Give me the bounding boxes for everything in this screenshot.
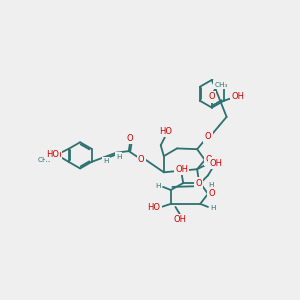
Text: CH₃: CH₃ [214,82,228,88]
Text: HO: HO [46,151,59,160]
Text: H: H [103,158,109,164]
Text: O: O [127,134,134,142]
Text: O: O [208,92,215,101]
Text: O: O [195,178,202,188]
Text: OH: OH [231,92,244,101]
Text: O: O [208,189,215,198]
Text: CH₃: CH₃ [37,157,51,163]
Text: OH: OH [175,165,188,174]
Text: OH: OH [174,215,187,224]
Text: OH: OH [209,158,222,167]
Text: O: O [55,151,61,160]
Text: H: H [210,160,215,166]
Text: H: H [208,182,214,188]
Text: O: O [206,155,212,164]
Text: HO: HO [159,127,172,136]
Text: H: H [210,205,215,211]
Text: HO: HO [147,203,160,212]
Text: O: O [138,155,144,164]
Text: O: O [205,132,211,141]
Text: H: H [116,154,122,160]
Text: H: H [156,183,161,189]
